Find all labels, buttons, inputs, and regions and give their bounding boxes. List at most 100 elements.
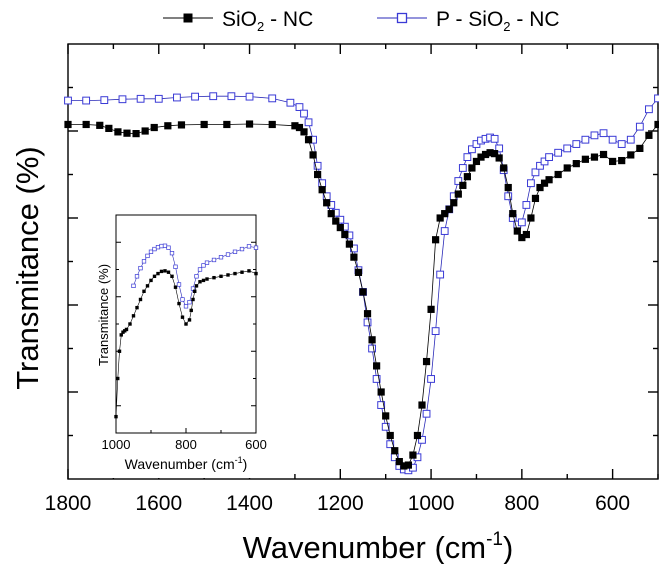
data-point-sio2 [359, 288, 367, 296]
data-point-sio2 [495, 154, 503, 162]
inset-x-tick-label: 600 [245, 437, 267, 452]
data-point-sio2 [354, 268, 363, 276]
inset-point-p-sio2 [131, 283, 136, 288]
data-point-sio2 [500, 164, 508, 172]
data-point-sio2 [141, 127, 149, 135]
data-point-sio2 [309, 151, 317, 159]
inset-point-p-sio2 [159, 243, 164, 249]
data-point-sio2 [105, 124, 113, 132]
inset-point-sio2 [219, 274, 223, 279]
inset-point-p-sio2 [197, 267, 203, 272]
inset-point-sio2 [187, 318, 192, 322]
data-point-sio2 [463, 173, 471, 181]
data-point-p-sio2 [536, 161, 544, 170]
inset-point-sio2 [163, 269, 167, 273]
inset-point-p-sio2 [180, 297, 185, 302]
data-point-p-sio2 [599, 129, 608, 138]
data-point-sio2 [82, 120, 90, 129]
data-point-sio2 [300, 128, 308, 136]
inset-point-p-sio2 [211, 257, 217, 263]
x-tick-label: 1800 [45, 492, 92, 515]
legend-marker-open-square [396, 12, 408, 24]
inset-x-axis-label: Wavenumber (cm-1) [125, 455, 248, 472]
data-point-sio2 [64, 120, 72, 129]
data-point-sio2 [123, 129, 131, 137]
main-axes: 1800 1600 1400 1200 1000 800 600 [45, 44, 659, 515]
data-point-sio2 [450, 199, 458, 207]
x-tick-label: 1200 [317, 492, 364, 515]
data-point-p-sio2 [572, 140, 581, 148]
data-point-p-sio2 [463, 153, 472, 161]
data-point-sio2 [618, 156, 626, 165]
inset-point-p-sio2 [148, 249, 154, 254]
inset-point-p-sio2 [232, 249, 238, 254]
data-point-sio2 [459, 181, 467, 189]
inset-point-sio2 [226, 273, 230, 277]
legend: SiO2 - NC P - SiO2 - NC [163, 8, 560, 34]
inset-series-group [114, 243, 259, 419]
main-series-group [64, 92, 659, 475]
data-point-sio2 [345, 240, 353, 248]
inset-point-sio2 [240, 270, 244, 274]
data-point-sio2 [636, 144, 644, 152]
inset-y-axis-label: Transmitance (%) [96, 264, 111, 366]
inset-point-p-sio2 [183, 304, 189, 309]
data-point-sio2 [522, 230, 530, 239]
inset-point-p-sio2 [169, 251, 175, 256]
data-point-sio2 [382, 412, 390, 420]
data-point-sio2 [477, 153, 485, 161]
inset-point-sio2 [180, 315, 185, 319]
data-point-sio2 [377, 388, 385, 396]
data-point-sio2 [395, 458, 403, 466]
data-point-sio2 [373, 362, 381, 370]
data-point-sio2 [513, 227, 521, 235]
data-point-sio2 [363, 310, 372, 318]
data-point-sio2 [504, 183, 512, 192]
data-point-sio2 [432, 236, 440, 244]
data-point-p-sio2 [540, 157, 549, 166]
data-point-sio2 [540, 179, 549, 187]
data-point-p-sio2 [82, 96, 91, 105]
data-point-sio2 [114, 128, 122, 136]
data-point-sio2 [509, 210, 517, 218]
data-point-sio2 [454, 190, 462, 198]
inset-point-p-sio2 [246, 244, 252, 249]
data-point-sio2 [336, 223, 344, 232]
inset-point-sio2 [156, 271, 160, 276]
data-point-sio2 [563, 164, 571, 172]
data-point-p-sio2 [304, 118, 313, 127]
inset-point-sio2 [131, 314, 136, 318]
data-point-p-sio2 [368, 344, 376, 353]
inset-point-sio2 [128, 322, 132, 326]
inset-chart: 1000 800 600 Transmitance (%) Wavenumber (… [82, 184, 288, 478]
inset-point-sio2 [247, 269, 251, 273]
inset-point-p-sio2 [134, 274, 140, 279]
inset-background [82, 184, 288, 478]
data-point-sio2 [318, 186, 326, 194]
inset-point-p-sio2 [225, 252, 231, 257]
inset-point-sio2 [233, 271, 237, 276]
data-point-p-sio2 [313, 161, 322, 170]
x-tick-label: 800 [504, 492, 539, 515]
data-point-sio2 [441, 210, 449, 218]
inset-point-sio2 [119, 333, 123, 337]
inset-axes: 1000 800 600 [102, 241, 267, 452]
x-axis-label-sup: -1 [486, 529, 503, 550]
inset-point-sio2 [135, 305, 139, 310]
data-point-p-sio2 [118, 95, 127, 104]
inset-point-p-sio2 [187, 300, 192, 305]
data-point-p-sio2 [495, 144, 504, 153]
data-point-sio2 [245, 120, 254, 128]
data-point-p-sio2 [300, 109, 308, 118]
data-point-sio2 [422, 357, 431, 366]
inset-point-sio2 [159, 269, 164, 274]
data-point-sio2 [531, 194, 540, 203]
inset-point-sio2 [189, 308, 193, 313]
data-point-sio2 [590, 153, 599, 161]
data-point-sio2 [436, 214, 444, 222]
data-point-p-sio2 [227, 92, 236, 101]
legend-label-2-suffix: - NC [511, 8, 560, 31]
inset-point-sio2 [142, 289, 146, 293]
inset-point-sio2 [166, 270, 171, 274]
